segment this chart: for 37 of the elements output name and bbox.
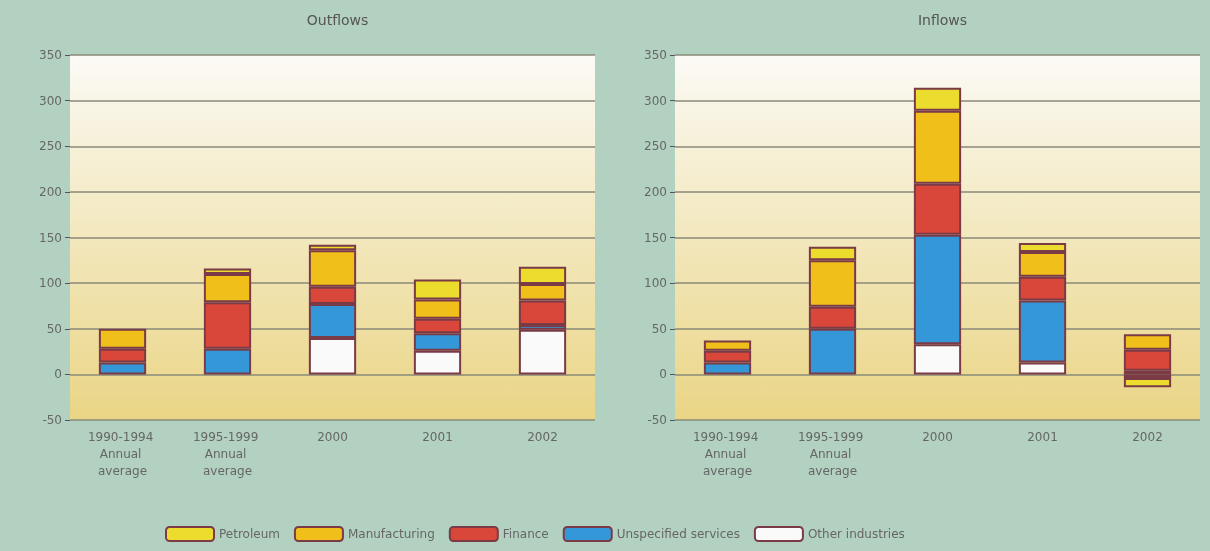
legend-label: Other industries: [807, 527, 905, 541]
bar: [518, 329, 567, 375]
legend-label: Manufacturing: [347, 527, 435, 541]
bar: [1123, 378, 1172, 388]
y-tick-label: 150: [644, 230, 667, 245]
chart-title: Outflows: [306, 12, 369, 28]
y-tick-label: 100: [39, 276, 62, 291]
x-tick-label: 2001: [1027, 429, 1058, 444]
legend-label: Unspecified services: [616, 527, 740, 541]
x-tick-label: 2000: [317, 429, 348, 444]
y-tick-label: 250: [39, 139, 62, 154]
y-tick-label: 0: [54, 367, 62, 382]
x-tick-label: 1990-1994 Annual average: [692, 429, 763, 478]
y-tick-label: 150: [39, 230, 62, 245]
x-tick-label: 2002: [527, 429, 558, 444]
y-tick-label: 0: [659, 367, 667, 382]
y-tick-label: 50: [46, 321, 62, 336]
y-tick-label: 300: [39, 93, 62, 108]
x-tick-label: 2001: [422, 429, 453, 444]
chart-title: Inflows: [917, 12, 968, 28]
y-tick-label: 350: [644, 48, 667, 62]
y-tick-label: 350: [39, 48, 62, 62]
x-tick-label: 1990-1994 Annual average: [87, 429, 158, 478]
y-tick-label: 200: [39, 184, 62, 199]
x-tick-label: 2000: [922, 429, 953, 444]
y-tick-label: -50: [647, 413, 667, 427]
x-tick-label: 2002: [1132, 429, 1163, 444]
y-tick-label: 200: [644, 184, 667, 199]
y-tick-label: 300: [644, 93, 667, 108]
x-tick-label: 1995-1999 Annual average: [192, 429, 263, 478]
legend-label: Petroleum: [219, 527, 280, 541]
legend-label: Finance: [502, 527, 549, 541]
x-tick-label: 1995-1999 Annual average: [797, 429, 868, 478]
y-tick-label: 50: [651, 321, 667, 336]
y-tick-label: 250: [644, 139, 667, 154]
y-tick-label: -50: [42, 413, 62, 427]
y-tick-label: 100: [644, 276, 667, 291]
